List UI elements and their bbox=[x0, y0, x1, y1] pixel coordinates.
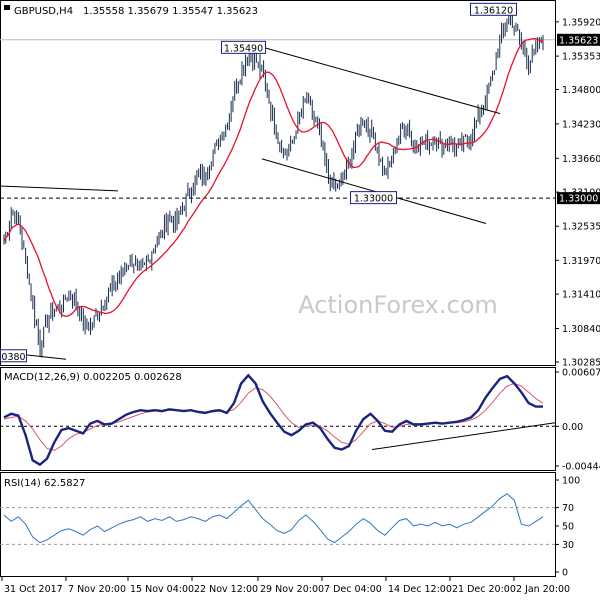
price-tick-label: 1.34230 bbox=[562, 119, 600, 130]
time-tick-label: 7 Nov 20:00 bbox=[68, 584, 126, 595]
price-tick-label: 1.35353 bbox=[562, 52, 600, 63]
price-annotations: 1.36120 1.35490 1.33000 0380 bbox=[0, 2, 517, 363]
macd-tick-label: 0.00 bbox=[562, 422, 583, 433]
macd-tick-label: 0.006073 bbox=[562, 368, 600, 379]
rsi-tick-label: 0 bbox=[562, 568, 568, 579]
header-arrow-icon bbox=[4, 5, 10, 10]
level-price-tag bbox=[557, 192, 600, 205]
current-price-label: 1.35623 bbox=[559, 35, 598, 46]
price-tick-label: 1.32535 bbox=[562, 222, 600, 233]
rsi-panel-frame bbox=[0, 472, 556, 577]
ohlc-values: 1.35558 1.35679 1.35547 1.35623 bbox=[83, 6, 258, 17]
price-tick-label: 1.30840 bbox=[562, 324, 600, 335]
macd-label: MACD(12,26,9) 0.002205 0.002628 bbox=[4, 372, 182, 383]
rsi-tick-label: 70 bbox=[562, 503, 574, 514]
rsi-tick-label: 50 bbox=[562, 522, 574, 533]
annotation-label: 1.35490 bbox=[224, 43, 263, 54]
annotation-box bbox=[221, 40, 266, 54]
price-tick-label: 1.35920 bbox=[562, 17, 600, 28]
price-panel-frame bbox=[0, 0, 556, 366]
rsi-axis: 100 70 50 30 0 bbox=[555, 476, 580, 579]
macd-main-line bbox=[3, 373, 543, 467]
annotation-label: 1.33000 bbox=[354, 194, 393, 205]
rsi-tick-label: 100 bbox=[562, 476, 580, 487]
price-reference-lines bbox=[0, 39, 555, 199]
time-tick-label: 15 Nov 04:00 bbox=[130, 584, 194, 595]
price-tick-label: 1.30285 bbox=[562, 358, 600, 369]
watermark: ActionForex.com bbox=[298, 291, 498, 319]
symbol-label: GBPUSD,H4 bbox=[14, 6, 73, 17]
time-tick-label: 22 Nov 12:00 bbox=[194, 584, 258, 595]
price-axis: 1.359201.353531.348001.342301.336601.331… bbox=[555, 17, 600, 369]
ma-line bbox=[3, 37, 544, 317]
time-tick-label: 21 Dec 20:00 bbox=[452, 584, 516, 595]
rsi-label: RSI(14) 62.5827 bbox=[4, 478, 85, 489]
time-tick-label: 29 Nov 20:00 bbox=[260, 584, 324, 595]
annotation-box bbox=[350, 191, 397, 205]
macd-trendline bbox=[371, 422, 556, 451]
time-tick-label: 14 Dec 12:00 bbox=[388, 584, 452, 595]
price-tick-label: 1.34800 bbox=[562, 85, 600, 96]
annotation-label: 1.36120 bbox=[474, 5, 513, 16]
macd-lines bbox=[0, 373, 556, 467]
time-tick-label: 2 Jan 20:00 bbox=[516, 584, 570, 595]
annotation-label: 0380 bbox=[1, 352, 25, 363]
price-tick-label: 1.31970 bbox=[562, 256, 600, 267]
level-price-label: 1.33000 bbox=[559, 194, 598, 205]
left-resistance-line bbox=[0, 185, 119, 192]
moving-average bbox=[3, 37, 544, 317]
rsi-line bbox=[3, 493, 544, 544]
price-tick-label: 1.31410 bbox=[562, 290, 600, 301]
rsi-line bbox=[0, 493, 555, 545]
time-axis: 31 Oct 2017 7 Nov 20:00 15 Nov 04:00 22 Nov… bbox=[1, 577, 570, 595]
channel-upper-line bbox=[264, 47, 501, 115]
macd-tick-label: -0.004441 bbox=[562, 462, 600, 473]
macd-axis: 0.006073 0.00 -0.004441 bbox=[555, 368, 600, 473]
annotation-box bbox=[470, 2, 517, 16]
price-header: GBPUSD,H4 1.35558 1.35679 1.35547 1.3562… bbox=[4, 5, 258, 17]
rsi-tick-label: 30 bbox=[562, 540, 574, 551]
time-tick-label: 31 Oct 2017 bbox=[4, 584, 63, 595]
macd-panel-frame bbox=[0, 367, 556, 471]
annotation-box bbox=[0, 349, 27, 363]
time-tick-label: 7 Dec 04:00 bbox=[324, 584, 382, 595]
current-price-tag bbox=[557, 33, 600, 46]
price-tick-label: 1.33660 bbox=[562, 154, 600, 165]
